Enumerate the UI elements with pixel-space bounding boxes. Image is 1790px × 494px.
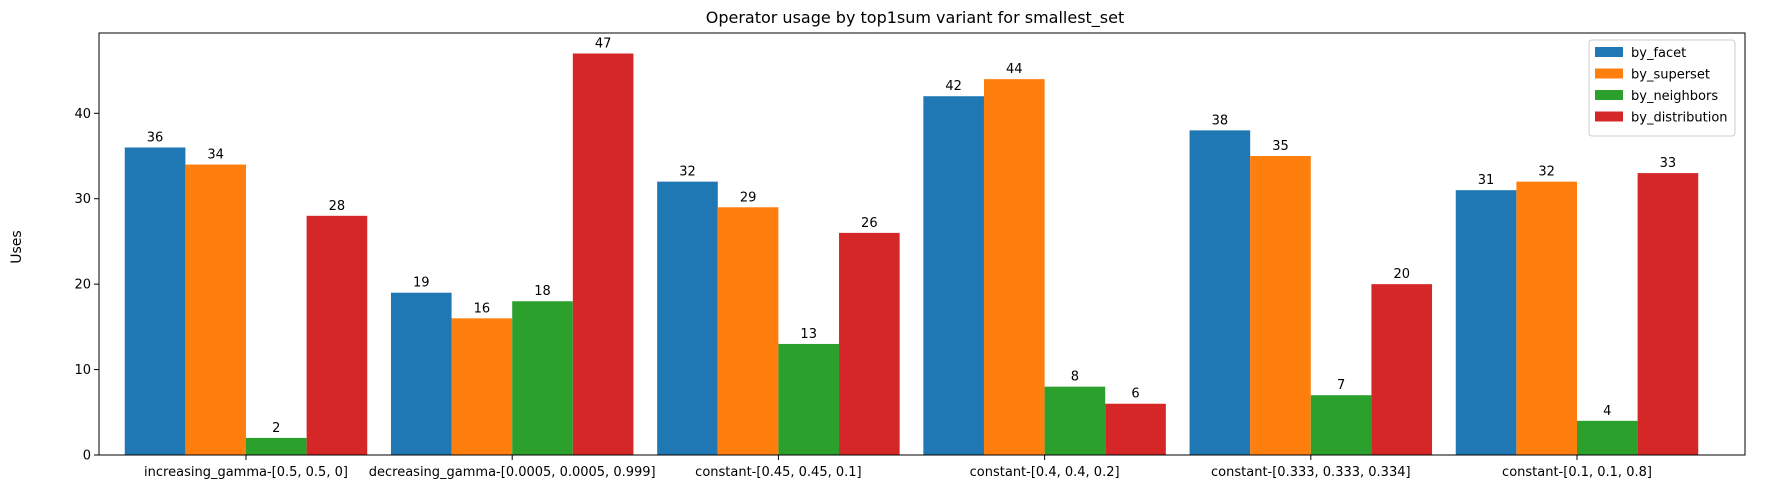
data-label-by-neighbors-1: 2 bbox=[272, 421, 280, 436]
data-label-by-superset-3: 29 bbox=[740, 190, 757, 205]
legend-label-by-facet: by_facet bbox=[1631, 46, 1686, 61]
x-tick-label-2: decreasing_gamma-[0.0005, 0.0005, 0.999] bbox=[369, 465, 656, 480]
data-label-by-distribution-1: 28 bbox=[329, 199, 346, 214]
y-tick-label-40: 40 bbox=[74, 107, 91, 122]
legend-swatch-by-facet bbox=[1595, 47, 1623, 57]
legend-label-by-superset: by_superset bbox=[1631, 68, 1710, 83]
bar-by-distribution-6 bbox=[1637, 173, 1699, 455]
data-label-by-facet-3: 32 bbox=[679, 165, 696, 180]
data-label-by-neighbors-2: 18 bbox=[534, 284, 551, 299]
x-tick-label-3: constant-[0.45, 0.45, 0.1] bbox=[695, 465, 861, 480]
data-label-by-neighbors-6: 4 bbox=[1603, 404, 1611, 419]
bar-by-facet-3 bbox=[657, 181, 718, 455]
legend-box bbox=[1588, 39, 1736, 137]
data-label-by-distribution-3: 26 bbox=[861, 216, 878, 231]
data-label-by-distribution-2: 47 bbox=[595, 37, 612, 52]
data-label-by-neighbors-3: 13 bbox=[800, 327, 817, 342]
data-label-by-distribution-6: 33 bbox=[1660, 156, 1677, 171]
bar-by-facet-4 bbox=[923, 96, 984, 456]
y-tick-label-30: 30 bbox=[74, 192, 91, 207]
plot-area-frame bbox=[98, 32, 1746, 456]
bar-by-distribution-4 bbox=[1105, 403, 1166, 455]
data-label-by-neighbors-5: 7 bbox=[1337, 378, 1345, 393]
bar-by-distribution-1 bbox=[306, 215, 368, 455]
y-tick-label-20: 20 bbox=[74, 278, 91, 293]
data-label-by-superset-1: 34 bbox=[207, 148, 224, 163]
bar-by-facet-6 bbox=[1455, 190, 1517, 455]
data-label-by-facet-4: 42 bbox=[945, 79, 962, 94]
data-label-by-distribution-4: 6 bbox=[1131, 387, 1139, 402]
bar-by-superset-6 bbox=[1516, 181, 1577, 455]
y-tick-label-0: 0 bbox=[83, 449, 91, 464]
data-label-by-superset-5: 35 bbox=[1272, 139, 1289, 154]
bar-by-neighbors-5 bbox=[1310, 395, 1372, 455]
data-label-by-neighbors-4: 8 bbox=[1071, 370, 1079, 385]
data-label-by-facet-2: 19 bbox=[413, 276, 430, 291]
bar-by-superset-3 bbox=[717, 207, 779, 455]
data-label-by-facet-5: 38 bbox=[1212, 113, 1229, 128]
legend-swatch-by-superset bbox=[1595, 68, 1623, 79]
x-tick-label-1: increasing_gamma-[0.5, 0.5, 0] bbox=[144, 465, 348, 480]
data-labels-layer: 36 19 32 42 38 31 34 16 29 44 35 32 2 18 13 8 7 4 28 47 26 6 2… bbox=[147, 37, 1676, 436]
x-tick-label-5: constant-[0.333, 0.333, 0.334] bbox=[1211, 465, 1411, 480]
bar-by-neighbors-4 bbox=[1044, 386, 1106, 455]
bar-by-distribution-2 bbox=[572, 53, 634, 455]
y-tick-label-10: 10 bbox=[74, 363, 91, 378]
bar-by-neighbors-1 bbox=[246, 437, 307, 455]
bar-by-distribution-3 bbox=[839, 232, 900, 455]
legend-label-by-neighbors: by_neighbors bbox=[1631, 89, 1718, 104]
x-axis: increasing_gamma-[0.5, 0.5, 0] decreasing… bbox=[144, 455, 1652, 480]
bar-by-facet-2 bbox=[390, 292, 452, 455]
bar-by-superset-1 bbox=[185, 164, 246, 456]
bar-by-facet-1 bbox=[124, 147, 186, 455]
data-label-by-superset-2: 16 bbox=[474, 301, 491, 316]
chart-title: Operator usage by top1sum variant for sm… bbox=[706, 8, 1125, 28]
legend-swatch-by-distribution bbox=[1595, 111, 1623, 122]
legend-label-by-distribution: by_distribution bbox=[1631, 111, 1728, 126]
bars-layer bbox=[124, 53, 1699, 456]
y-axis: 0 10 20 30 40 bbox=[74, 107, 99, 464]
x-tick-label-6: constant-[0.1, 0.1, 0.8] bbox=[1502, 465, 1652, 480]
data-label-by-superset-6: 32 bbox=[1538, 165, 1555, 180]
y-axis-label: Uses bbox=[9, 230, 25, 263]
bar-by-distribution-5 bbox=[1371, 284, 1433, 455]
legend-swatch-by-neighbors bbox=[1595, 90, 1623, 100]
data-label-by-facet-6: 31 bbox=[1478, 173, 1495, 188]
bar-by-neighbors-3 bbox=[778, 343, 840, 455]
bar-by-facet-5 bbox=[1189, 130, 1251, 455]
bar-by-superset-2 bbox=[451, 318, 513, 455]
x-tick-label-4: constant-[0.4, 0.4, 0.2] bbox=[970, 465, 1120, 480]
bar-by-neighbors-6 bbox=[1577, 420, 1638, 455]
data-label-by-superset-4: 44 bbox=[1006, 62, 1023, 77]
bar-by-superset-4 bbox=[983, 79, 1045, 455]
data-label-by-facet-1: 36 bbox=[147, 130, 164, 145]
data-label-by-distribution-5: 20 bbox=[1393, 267, 1410, 282]
legend: by_facet by_superset by_neighbors by_distri… bbox=[1588, 39, 1736, 137]
bar-by-superset-5 bbox=[1250, 156, 1311, 455]
bar-by-neighbors-2 bbox=[512, 301, 573, 455]
